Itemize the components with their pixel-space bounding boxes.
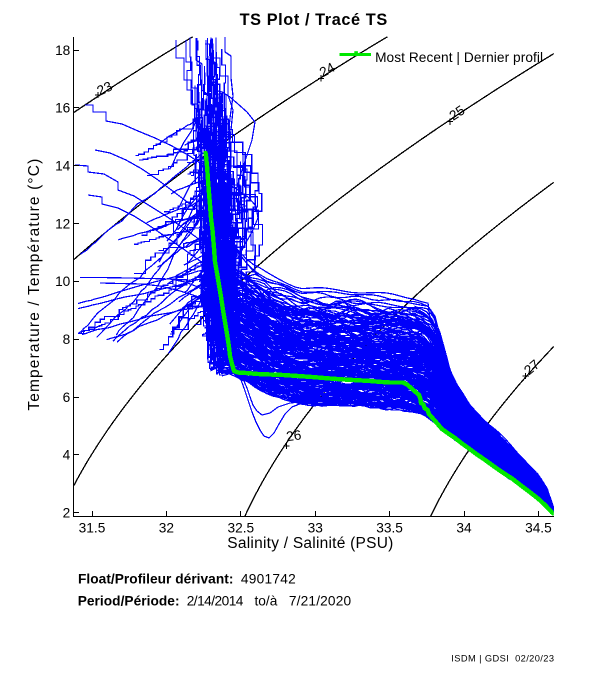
svg-text:27: 27 (521, 357, 542, 378)
svg-text:33.5: 33.5 (376, 520, 403, 535)
svg-text:4901742: 4901742 (241, 572, 296, 587)
svg-text:23: 23 (95, 78, 115, 98)
svg-text:18: 18 (55, 43, 71, 58)
svg-text:34.5: 34.5 (525, 520, 552, 535)
svg-text:Period/Période:: Period/Période: (78, 593, 180, 608)
svg-text:32: 32 (159, 520, 174, 535)
svg-text:to/à: to/à (255, 593, 278, 608)
svg-text:Salinity / Salinité (PSU): Salinity / Salinité (PSU) (227, 535, 393, 552)
svg-text:TS Plot / Tracé TS: TS Plot / Tracé TS (240, 11, 388, 29)
svg-text:12: 12 (55, 216, 70, 231)
svg-text:6: 6 (63, 390, 71, 405)
svg-text:2: 2 (63, 506, 71, 521)
svg-text:2/14/2014: 2/14/2014 (187, 593, 244, 608)
svg-text:4: 4 (63, 448, 71, 463)
svg-text:34: 34 (456, 520, 472, 535)
svg-text:Most Recent | Dernier profil: Most Recent | Dernier profil (375, 50, 543, 65)
svg-text:7/21/2020: 7/21/2020 (289, 593, 352, 608)
svg-text:ISDM | GDSI 02/20/23: ISDM | GDSI 02/20/23 (451, 653, 554, 663)
svg-text:33: 33 (308, 520, 324, 535)
svg-text:26: 26 (285, 427, 302, 444)
svg-text:10: 10 (55, 274, 71, 289)
svg-text:14: 14 (55, 159, 71, 174)
svg-text:31.5: 31.5 (79, 520, 106, 535)
svg-text:Float/Profileur dérivant:: Float/Profileur dérivant: (78, 572, 233, 587)
svg-text:8: 8 (63, 332, 71, 347)
svg-text:16: 16 (55, 101, 71, 116)
svg-text:24: 24 (317, 60, 338, 81)
svg-text:32.5: 32.5 (227, 520, 254, 535)
svg-text:25: 25 (447, 102, 468, 123)
svg-text:Temperature / Température (°C): Temperature / Température (°C) (26, 159, 43, 411)
